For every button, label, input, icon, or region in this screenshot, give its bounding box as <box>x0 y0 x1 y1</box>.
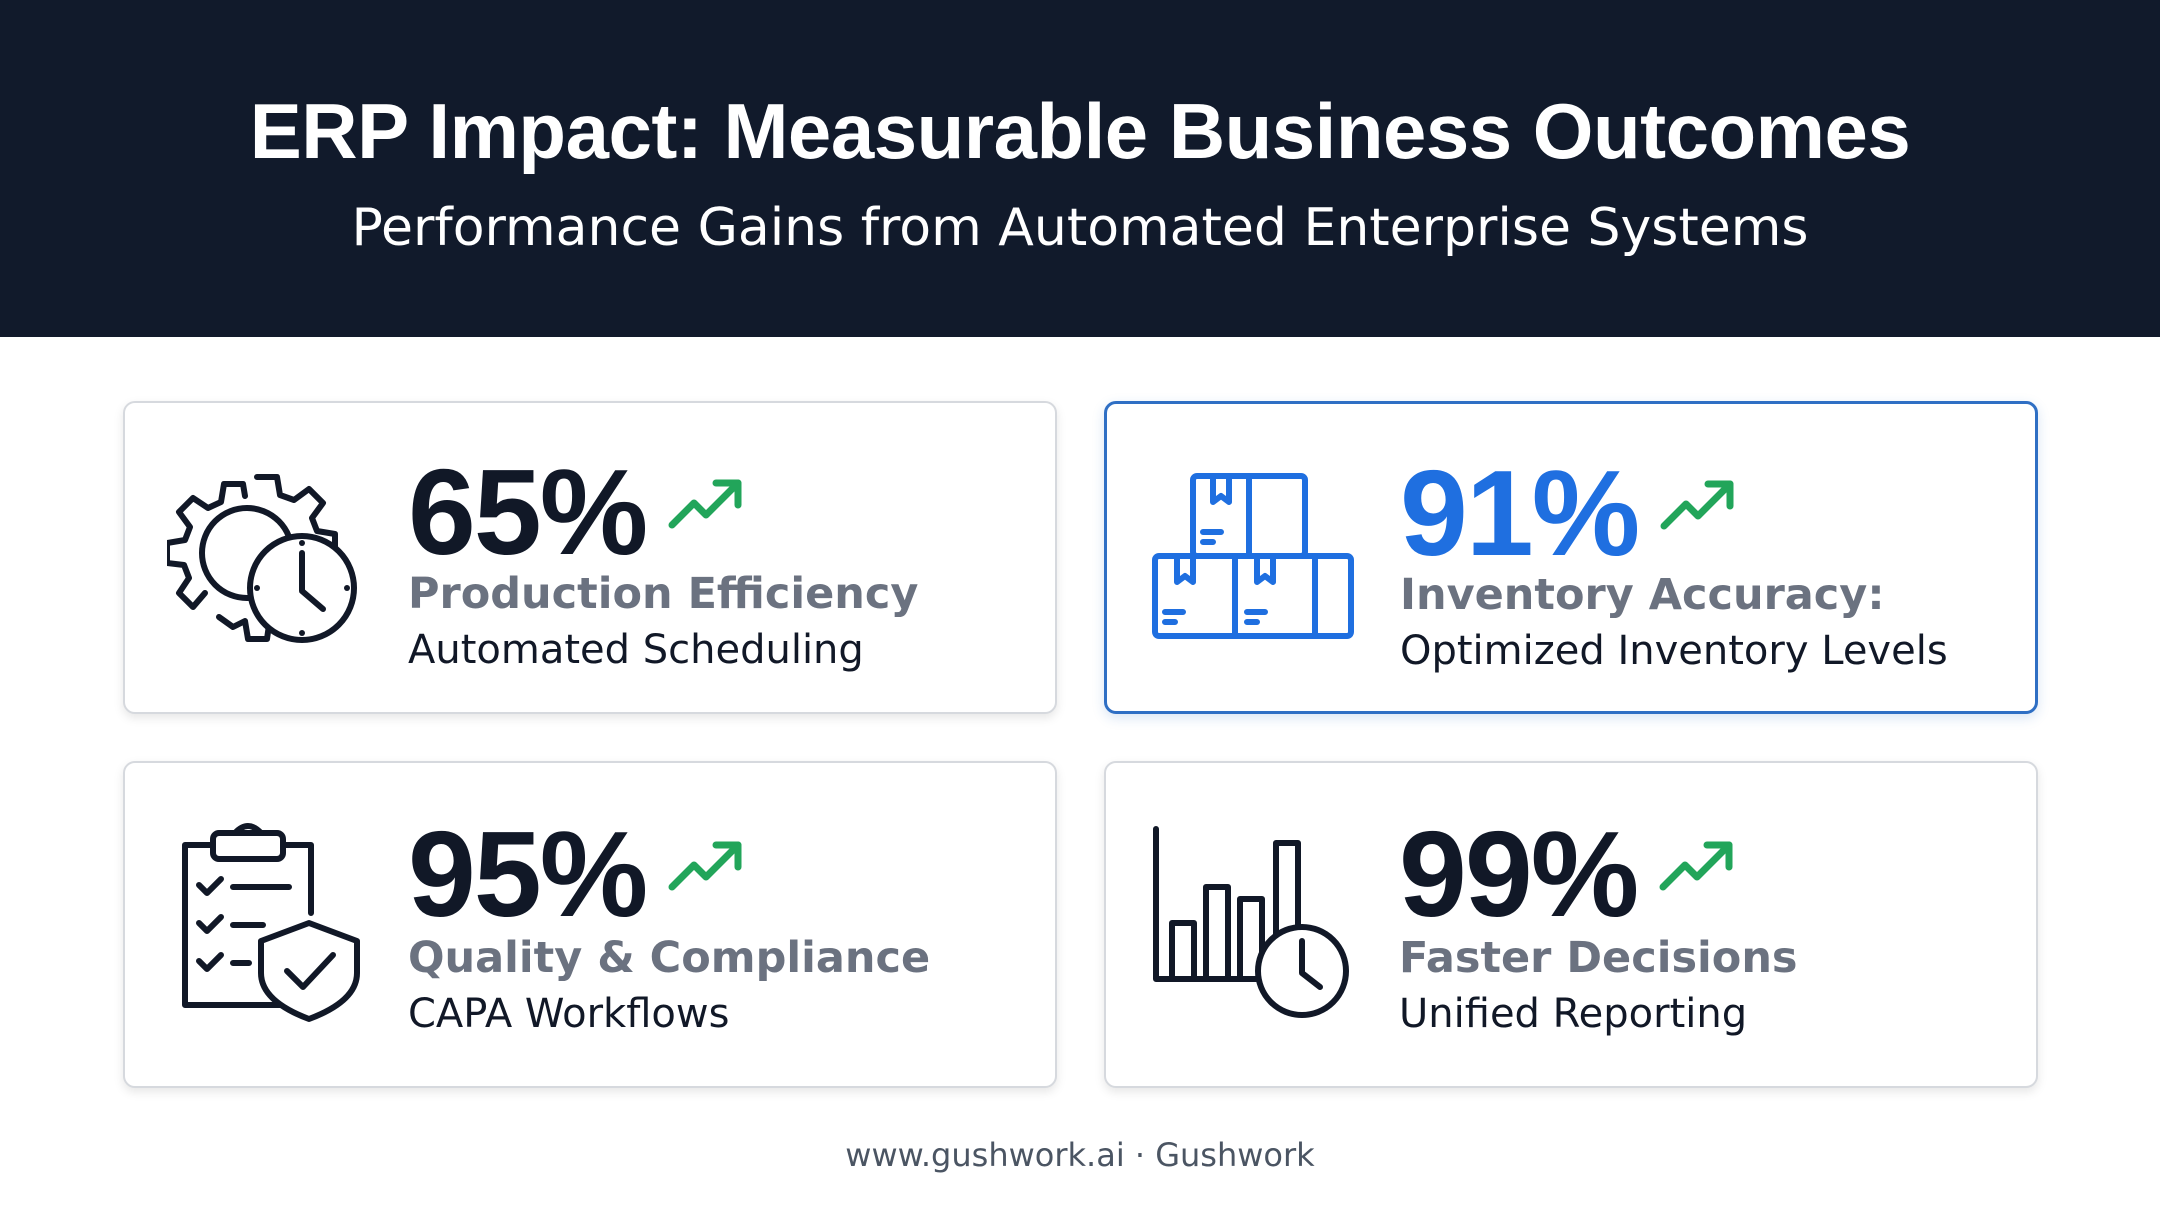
stat-value: 91% <box>1400 445 1640 581</box>
stat-label: Faster Decisions <box>1399 933 1798 983</box>
stat-card-quality-compliance: 95% Quality & Compliance CAPA Workflows <box>123 761 1057 1088</box>
stat-sublabel: Optimized Inventory Levels <box>1400 628 1948 674</box>
boxes-icon <box>1151 472 1355 642</box>
page-title: ERP Impact: Measurable Business Outcomes <box>249 87 1911 175</box>
checklist-shield-icon <box>173 823 363 1023</box>
stat-card-faster-decisions: 99% Faster Decisions Unified Reporting <box>1104 761 2038 1088</box>
stat-card-production-efficiency: 65% Production Efficiency Automated Sche… <box>123 401 1057 714</box>
stat-label: Production Efficiency <box>408 569 919 619</box>
stat-card-inventory-accuracy: 91% Inventory Accuracy: Optimized Invent… <box>1104 401 2038 714</box>
stat-label: Quality & Compliance <box>408 933 931 983</box>
stat-sublabel: CAPA Workflows <box>408 991 730 1037</box>
bar-chart-clock-icon <box>1152 825 1352 1025</box>
stat-value: 65% <box>408 444 648 580</box>
gear-clock-icon <box>167 463 367 653</box>
trend-up-icon <box>668 837 746 898</box>
trend-up-icon <box>668 475 746 536</box>
trend-up-icon <box>1659 837 1737 898</box>
stat-sublabel: Automated Scheduling <box>408 627 864 673</box>
stat-sublabel: Unified Reporting <box>1399 991 1748 1037</box>
stat-value: 95% <box>408 806 648 942</box>
page-subtitle: Performance Gains from Automated Enterpr… <box>351 198 1809 258</box>
stat-label: Inventory Accuracy: <box>1400 570 1885 620</box>
trend-up-icon <box>1660 476 1738 537</box>
footer-credit: www.gushwork.ai · Gushwork <box>845 1136 1315 1174</box>
stat-value: 99% <box>1399 806 1639 942</box>
header-banner: ERP Impact: Measurable Business Outcomes… <box>0 0 2160 337</box>
